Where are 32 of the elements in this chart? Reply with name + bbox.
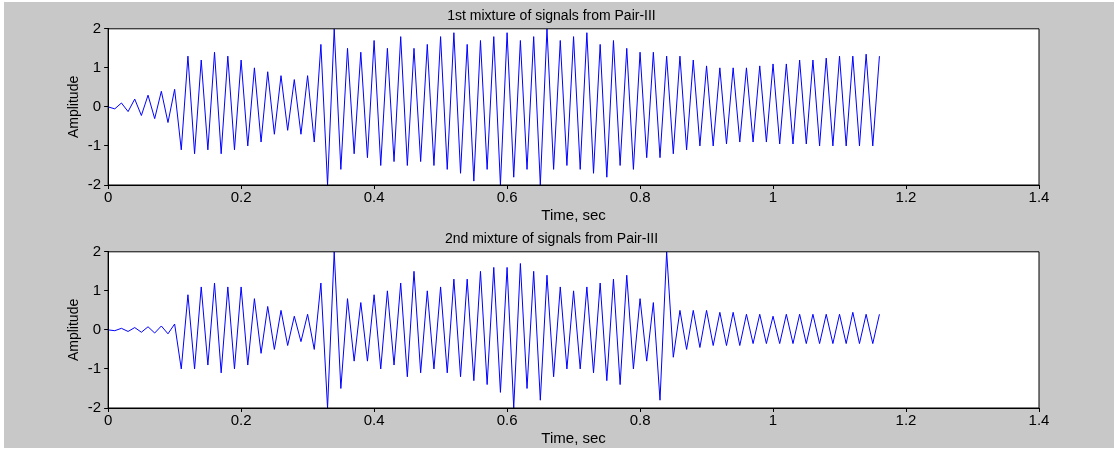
x-tick-label: 0.6 <box>496 188 518 206</box>
x-tick-label: 0 <box>103 188 113 206</box>
chart-title: 2nd mixture of signals from Pair-III <box>444 230 659 247</box>
y-axis-title: Amplitude <box>65 298 82 362</box>
chart-title: 1st mixture of signals from Pair-III <box>447 7 656 24</box>
y-tick-label: 0 <box>92 97 102 115</box>
y-tick-label: 2 <box>92 241 102 259</box>
y-tick-label: -2 <box>87 175 102 193</box>
x-axis-title: Time, sec <box>541 429 607 447</box>
x-tick-label: 0 <box>103 411 113 429</box>
x-tick-label: 1.2 <box>895 188 917 206</box>
x-tick-label: 1 <box>768 411 778 429</box>
x-tick-label: 0.2 <box>230 411 252 429</box>
y-tick-label: 0 <box>92 320 102 338</box>
y-tick-label: 1 <box>92 57 102 75</box>
x-tick-label: 1.4 <box>1028 188 1050 206</box>
x-tick-label: 1 <box>768 188 778 206</box>
y-tick-label: -2 <box>87 398 102 416</box>
y-tick-label: -1 <box>87 136 102 154</box>
x-tick-label: 1.4 <box>1028 411 1050 429</box>
x-tick-label: 0.8 <box>629 188 651 206</box>
y-axis-title: Amplitude <box>65 75 82 139</box>
y-tick-label: -1 <box>87 359 102 377</box>
x-tick-label: 0.6 <box>496 411 518 429</box>
x-axis-title: Time, sec <box>541 206 607 224</box>
x-tick-label: 0.4 <box>363 411 385 429</box>
y-tick-label: 1 <box>92 280 102 298</box>
x-tick-label: 0.8 <box>629 411 651 429</box>
x-tick-label: 0.2 <box>230 188 252 206</box>
x-tick-label: 1.2 <box>895 411 917 429</box>
y-tick-label: 2 <box>92 18 102 36</box>
x-tick-label: 0.4 <box>363 188 385 206</box>
